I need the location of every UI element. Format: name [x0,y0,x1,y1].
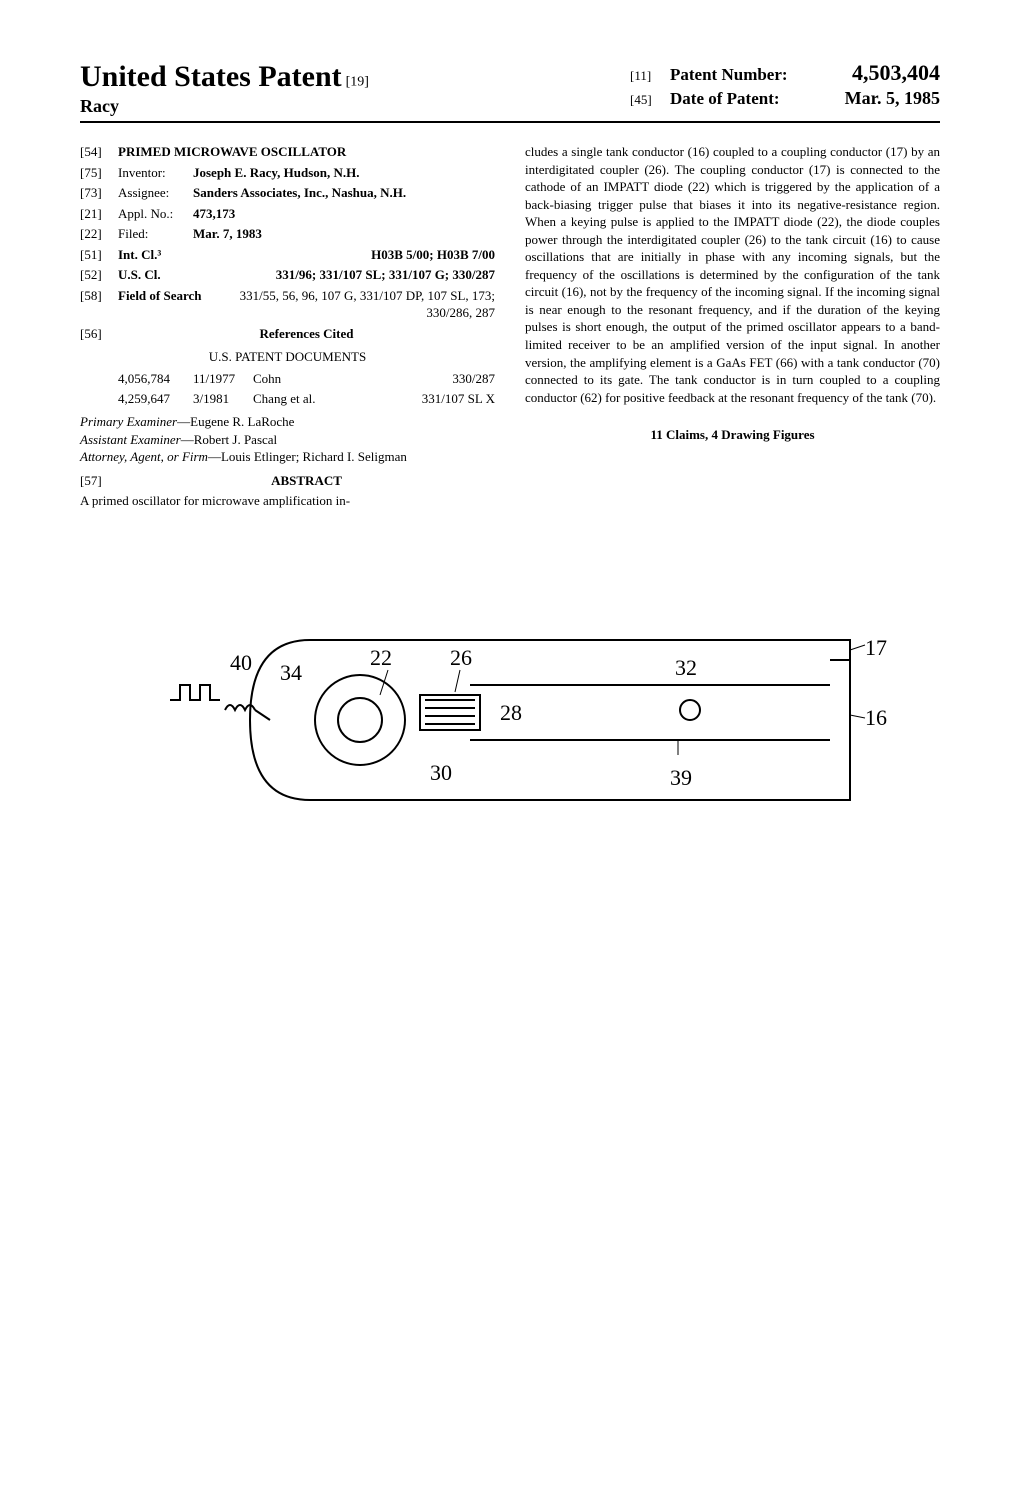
ref-date: 3/1981 [193,390,253,408]
diagram-label: 39 [670,765,692,790]
date-code: [45] [630,92,670,108]
refs-title: References Cited [118,325,495,343]
attorney-label: Attorney, Agent, or Firm [80,449,208,464]
date-value: Mar. 5, 1985 [820,88,940,109]
diagram-label: 22 [370,645,392,670]
diagram-label: 16 [865,705,887,730]
search-value: 331/55, 56, 96, 107 G, 331/107 DP, 107 S… [202,287,495,322]
ref-num: 4,259,647 [118,390,193,408]
appl-code: [21] [80,205,118,223]
main-code: [19] [346,74,369,89]
main-title: United States Patent [80,60,342,93]
abstract-code: [57] [80,472,118,490]
inventor-code: [75] [80,164,118,182]
ref-num: 4,056,784 [118,370,193,388]
intcl-label: Int. Cl.³ [118,246,161,264]
uscl-label: U.S. Cl. [118,266,161,284]
ref-row: 4,259,647 3/1981 Chang et al. 331/107 SL… [80,390,495,408]
content-columns: [54] PRIMED MICROWAVE OSCILLATOR [75] In… [80,143,940,510]
inventor-label: Inventor: [118,164,193,182]
primary-value: —Eugene R. LaRoche [177,414,294,429]
intcl-code: [51] [80,246,118,264]
diagram-label: 30 [430,760,452,785]
diagram-label: 28 [500,700,522,725]
patent-number-code: [11] [630,68,670,84]
search-code: [58] [80,287,118,322]
appl-value: 473,173 [193,205,495,223]
ref-row: 4,056,784 11/1977 Cohn 330/287 [80,370,495,388]
right-column: cludes a single tank conductor (16) coup… [525,143,940,510]
title-code: [54] [80,143,118,161]
inventor-surname: Racy [80,96,369,117]
uscl-value: 331/96; 331/107 SL; 331/107 G; 330/287 [161,266,495,284]
intcl-value: H03B 5/00; H03B 7/00 [161,246,495,264]
diagram-svg: 40 34 22 26 28 30 32 39 17 16 [130,610,890,830]
ref-name: Chang et al. [253,390,395,408]
assignee-label: Assignee: [118,184,193,202]
primary-label: Primary Examiner [80,414,177,429]
search-label: Field of Search [118,287,202,322]
left-column: [54] PRIMED MICROWAVE OSCILLATOR [75] In… [80,143,495,510]
attorney-value: —Louis Etlinger; Richard I. Seligman [208,449,407,464]
patent-diagram: 40 34 22 26 28 30 32 39 17 16 [80,610,940,835]
claims-line: 11 Claims, 4 Drawing Figures [525,426,940,444]
ref-class: 331/107 SL X [395,390,495,408]
assistant-value: —Robert J. Pascal [181,432,277,447]
filed-label: Filed: [118,225,193,243]
ref-name: Cohn [253,370,395,388]
diagram-label: 17 [865,635,887,660]
diagram-label: 40 [230,650,252,675]
filed-code: [22] [80,225,118,243]
patent-number-label: Patent Number: [670,65,820,85]
assignee-code: [73] [80,184,118,202]
inventor-value: Joseph E. Racy, Hudson, N.H. [193,164,495,182]
refs-code: [56] [80,325,118,343]
assignee-value: Sanders Associates, Inc., Nashua, N.H. [193,184,495,202]
ref-date: 11/1977 [193,370,253,388]
appl-label: Appl. No.: [118,205,193,223]
patent-header: United States Patent [19] Racy [11] Pate… [80,60,940,123]
abstract-start: A primed oscillator for microwave amplif… [80,492,495,510]
abstract-title: ABSTRACT [118,472,495,490]
diagram-label: 32 [675,655,697,680]
diagram-label: 34 [280,660,302,685]
header-left: United States Patent [19] Racy [80,60,369,117]
patent-number: 4,503,404 [820,60,940,86]
header-right: [11] Patent Number: 4,503,404 [45] Date … [630,60,940,117]
abstract-cont: cludes a single tank conductor (16) coup… [525,143,940,406]
uscl-code: [52] [80,266,118,284]
invention-title: PRIMED MICROWAVE OSCILLATOR [118,143,346,161]
assistant-label: Assistant Examiner [80,432,181,447]
filed-value: Mar. 7, 1983 [193,225,495,243]
ref-class: 330/287 [395,370,495,388]
date-label: Date of Patent: [670,89,820,109]
diagram-label: 26 [450,645,472,670]
refs-subtitle: U.S. PATENT DOCUMENTS [80,348,495,366]
